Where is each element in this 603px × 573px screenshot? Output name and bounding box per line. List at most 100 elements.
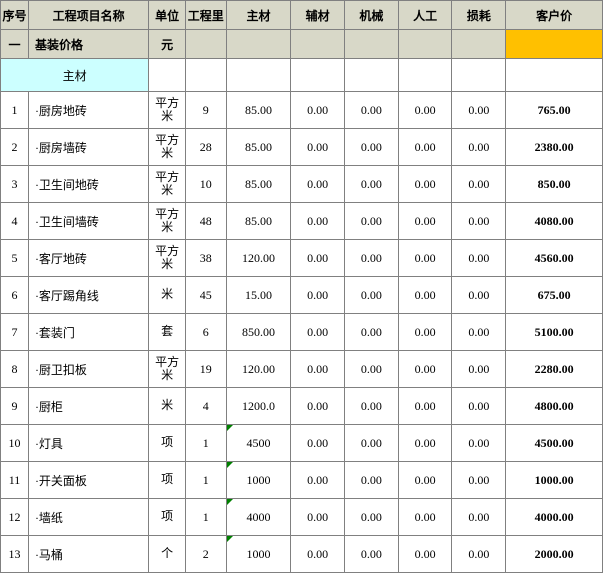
table-row: 1·厨房地砖平方米985.000.000.000.000.00765.00 bbox=[1, 92, 603, 129]
cell-main: 4000 bbox=[226, 499, 291, 536]
cell-loss: 0.00 bbox=[452, 536, 506, 573]
cell-name: ·厨房地砖 bbox=[28, 92, 148, 129]
cell-loss: 0.00 bbox=[452, 499, 506, 536]
base-loss bbox=[452, 30, 506, 59]
cell-qty: 1 bbox=[185, 425, 226, 462]
cell-aux: 0.00 bbox=[291, 351, 345, 388]
cell-seq: 4 bbox=[1, 203, 29, 240]
cell-seq: 1 bbox=[1, 92, 29, 129]
cell-labor: 0.00 bbox=[398, 536, 452, 573]
cell-unit: 套 bbox=[149, 314, 186, 351]
base-price-row: 一 基装价格 元 bbox=[1, 30, 603, 59]
cell-labor: 0.00 bbox=[398, 425, 452, 462]
cell-name: ·厨柜 bbox=[28, 388, 148, 425]
base-name: 基装价格 bbox=[28, 30, 148, 59]
cell-main: 1000 bbox=[226, 536, 291, 573]
cell-labor: 0.00 bbox=[398, 314, 452, 351]
cell-qty: 2 bbox=[185, 536, 226, 573]
cell-main: 1200.0 bbox=[226, 388, 291, 425]
cell-labor: 0.00 bbox=[398, 499, 452, 536]
cell-qty: 28 bbox=[185, 129, 226, 166]
cell-aux: 0.00 bbox=[291, 425, 345, 462]
cell-unit: 平方米 bbox=[149, 129, 186, 166]
table-row: 9·厨柜米41200.00.000.000.000.004800.00 bbox=[1, 388, 603, 425]
section-label: 主材 bbox=[1, 59, 149, 92]
cell-unit: 个 bbox=[149, 536, 186, 573]
cell-main: 85.00 bbox=[226, 166, 291, 203]
header-labor: 人工 bbox=[398, 1, 452, 30]
cell-price: 4000.00 bbox=[506, 499, 603, 536]
cell-loss: 0.00 bbox=[452, 277, 506, 314]
cell-main: 850.00 bbox=[226, 314, 291, 351]
cell-price: 2000.00 bbox=[506, 536, 603, 573]
cell-name: ·灯具 bbox=[28, 425, 148, 462]
cell-aux: 0.00 bbox=[291, 499, 345, 536]
cell-qty: 9 bbox=[185, 92, 226, 129]
cell-price: 4080.00 bbox=[506, 203, 603, 240]
cell-mach: 0.00 bbox=[344, 499, 398, 536]
cell-unit: 平方米 bbox=[149, 240, 186, 277]
cell-name: ·套装门 bbox=[28, 314, 148, 351]
cell-name: ·开关面板 bbox=[28, 462, 148, 499]
cell-name: ·厨卫扣板 bbox=[28, 351, 148, 388]
cell-price: 4500.00 bbox=[506, 425, 603, 462]
cell-labor: 0.00 bbox=[398, 277, 452, 314]
cell-loss: 0.00 bbox=[452, 425, 506, 462]
cell-seq: 9 bbox=[1, 388, 29, 425]
header-loss: 损耗 bbox=[452, 1, 506, 30]
cell-labor: 0.00 bbox=[398, 92, 452, 129]
cell-mach: 0.00 bbox=[344, 425, 398, 462]
cell-loss: 0.00 bbox=[452, 92, 506, 129]
header-aux: 辅材 bbox=[291, 1, 345, 30]
cell-aux: 0.00 bbox=[291, 536, 345, 573]
cell-mach: 0.00 bbox=[344, 92, 398, 129]
cell-seq: 5 bbox=[1, 240, 29, 277]
cell-seq: 2 bbox=[1, 129, 29, 166]
header-main: 主材 bbox=[226, 1, 291, 30]
table-row: 5·客厅地砖平方米38120.000.000.000.000.004560.00 bbox=[1, 240, 603, 277]
cell-qty: 19 bbox=[185, 351, 226, 388]
cell-labor: 0.00 bbox=[398, 203, 452, 240]
cell-mach: 0.00 bbox=[344, 240, 398, 277]
cell-seq: 13 bbox=[1, 536, 29, 573]
cell-mach: 0.00 bbox=[344, 388, 398, 425]
cell-labor: 0.00 bbox=[398, 388, 452, 425]
cell-mach: 0.00 bbox=[344, 314, 398, 351]
cell-main: 120.00 bbox=[226, 351, 291, 388]
cell-qty: 38 bbox=[185, 240, 226, 277]
cell-name: ·墙纸 bbox=[28, 499, 148, 536]
table-row: 7·套装门套6850.000.000.000.000.005100.00 bbox=[1, 314, 603, 351]
table-row: 8·厨卫扣板平方米19120.000.000.000.000.002280.00 bbox=[1, 351, 603, 388]
cell-aux: 0.00 bbox=[291, 166, 345, 203]
cell-aux: 0.00 bbox=[291, 314, 345, 351]
cell-main: 120.00 bbox=[226, 240, 291, 277]
cell-loss: 0.00 bbox=[452, 240, 506, 277]
base-qty bbox=[185, 30, 226, 59]
cell-price: 765.00 bbox=[506, 92, 603, 129]
cell-loss: 0.00 bbox=[452, 462, 506, 499]
cell-qty: 10 bbox=[185, 166, 226, 203]
cell-loss: 0.00 bbox=[452, 351, 506, 388]
cell-qty: 1 bbox=[185, 462, 226, 499]
cell-price: 2380.00 bbox=[506, 129, 603, 166]
base-mach bbox=[344, 30, 398, 59]
cell-mach: 0.00 bbox=[344, 351, 398, 388]
cell-main: 85.00 bbox=[226, 92, 291, 129]
cell-qty: 45 bbox=[185, 277, 226, 314]
cell-seq: 6 bbox=[1, 277, 29, 314]
cell-aux: 0.00 bbox=[291, 277, 345, 314]
header-mach: 机械 bbox=[344, 1, 398, 30]
cell-seq: 8 bbox=[1, 351, 29, 388]
base-price-highlight bbox=[506, 30, 603, 59]
cell-seq: 12 bbox=[1, 499, 29, 536]
cell-seq: 10 bbox=[1, 425, 29, 462]
cell-aux: 0.00 bbox=[291, 388, 345, 425]
base-seq: 一 bbox=[1, 30, 29, 59]
cell-seq: 7 bbox=[1, 314, 29, 351]
cell-aux: 0.00 bbox=[291, 240, 345, 277]
cell-unit: 米 bbox=[149, 277, 186, 314]
cell-labor: 0.00 bbox=[398, 166, 452, 203]
cell-seq: 11 bbox=[1, 462, 29, 499]
cell-mach: 0.00 bbox=[344, 166, 398, 203]
header-seq: 序号 bbox=[1, 1, 29, 30]
